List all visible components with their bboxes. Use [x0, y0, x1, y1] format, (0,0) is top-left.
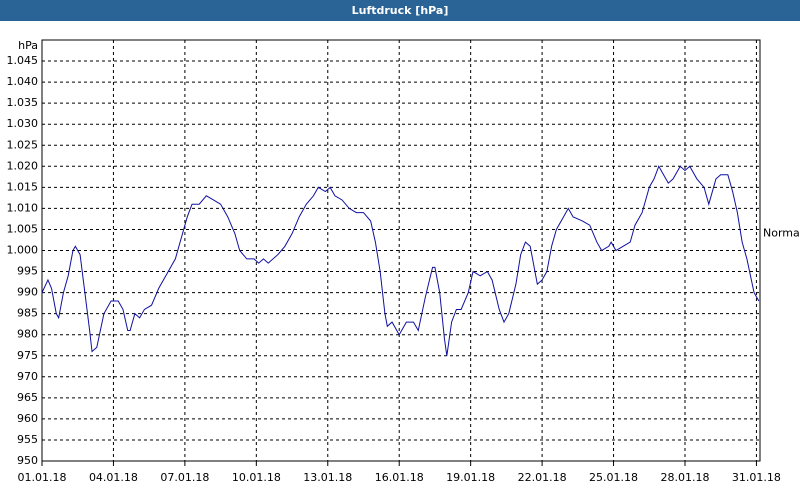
y-tick-label: 965	[17, 391, 38, 404]
annotation: Normal	[763, 227, 800, 240]
y-tick-label: 1.025	[7, 138, 39, 151]
y-tick-label: 1.015	[7, 180, 39, 193]
x-tick-label: 13.01.18	[303, 471, 352, 484]
chart: hPa 950 955 960 965 970 975 980 985 990 995 1.000 1.…	[7, 39, 800, 484]
x-tick-label: 25.01.18	[589, 471, 638, 484]
x-tick-label: 07.01.18	[160, 471, 209, 484]
y-tick-label: 1.010	[7, 201, 39, 214]
y-tick-label: 1.000	[7, 244, 39, 257]
plot-frame	[41, 39, 761, 462]
y-tick-label: 950	[17, 454, 38, 467]
x-tick-label: 31.01.18	[732, 471, 781, 484]
x-tick-label: 19.01.18	[446, 471, 495, 484]
y-unit: hPa	[18, 39, 38, 52]
y-tick-label: 960	[17, 412, 38, 425]
y-tick-label: 990	[17, 286, 38, 299]
y-tick-label: 1.040	[7, 75, 39, 88]
x-tick-label: 16.01.18	[375, 471, 424, 484]
y-tick-label: 1.045	[7, 54, 39, 67]
y-tick-label: 955	[17, 433, 38, 446]
y-tick-label: 995	[17, 265, 38, 278]
x-tick-label: 22.01.18	[518, 471, 567, 484]
y-tick-label: 1.020	[7, 159, 39, 172]
x-tick-label: 10.01.18	[232, 471, 281, 484]
y-tick-label: 985	[17, 307, 38, 320]
x-tick-label: 01.01.18	[18, 471, 67, 484]
title-bar: Luftdruck [hPa]	[0, 0, 800, 21]
line-series	[41, 165, 760, 356]
y-tick-label: 1.035	[7, 96, 39, 109]
x-tick-label: 04.01.18	[89, 471, 138, 484]
y-tick-label: 980	[17, 328, 38, 341]
x-tick-label: 28.01.18	[660, 471, 709, 484]
y-tick-label: 975	[17, 349, 38, 362]
y-tick-label: 1.030	[7, 117, 39, 130]
y-tick-label: 970	[17, 370, 38, 383]
y-tick-label: 1.005	[7, 222, 39, 235]
